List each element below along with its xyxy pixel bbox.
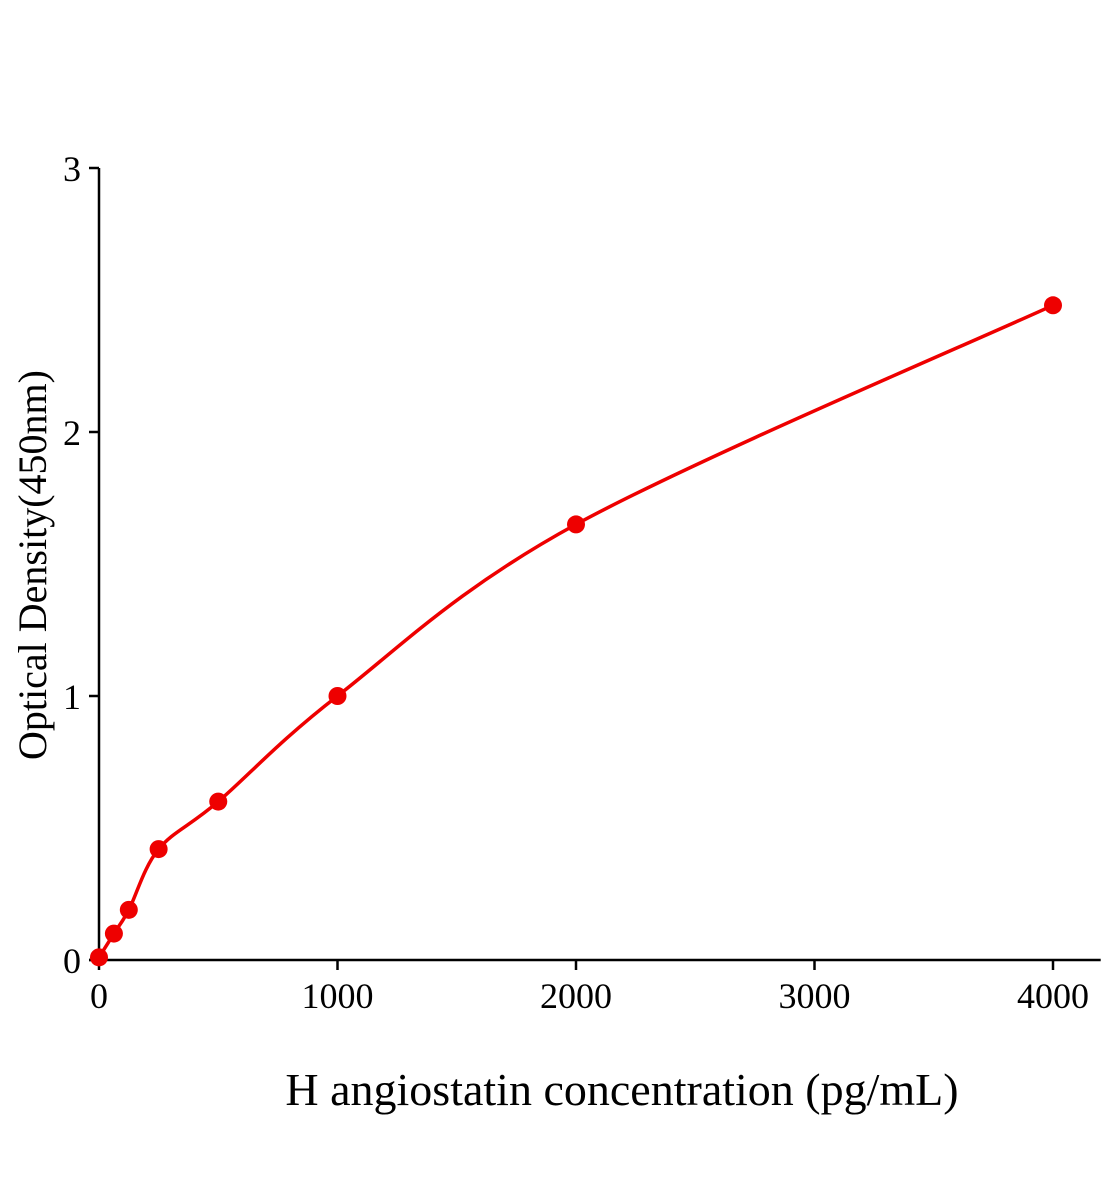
x-tick-label: 3000 xyxy=(779,976,851,1016)
y-tick-label: 0 xyxy=(63,941,81,981)
y-tick-label: 3 xyxy=(63,149,81,189)
data-point xyxy=(328,687,347,705)
fit-curve xyxy=(97,303,1054,959)
y-tick-label: 2 xyxy=(63,413,81,453)
data-point xyxy=(104,924,123,943)
x-tick-label: 0 xyxy=(90,976,108,1016)
data-point xyxy=(209,792,228,811)
x-tick-label: 1000 xyxy=(302,976,374,1016)
x-tick-label: 4000 xyxy=(1017,976,1089,1016)
data-point xyxy=(149,840,168,859)
data-point xyxy=(119,900,138,919)
y-tick-label: 1 xyxy=(63,677,81,717)
x-tick-label: 2000 xyxy=(540,976,612,1016)
axes: 0 1000 2000 3000 4000 0 1 2 3 xyxy=(63,149,1101,1016)
data-point xyxy=(90,948,108,967)
x-axis-label: H angiostatin concentration (pg/mL) xyxy=(285,1064,958,1115)
data-point xyxy=(1044,296,1062,315)
data-point xyxy=(567,515,585,534)
y-axis-label: Optical Density(450nm) xyxy=(10,370,55,760)
data-points xyxy=(90,296,1062,967)
